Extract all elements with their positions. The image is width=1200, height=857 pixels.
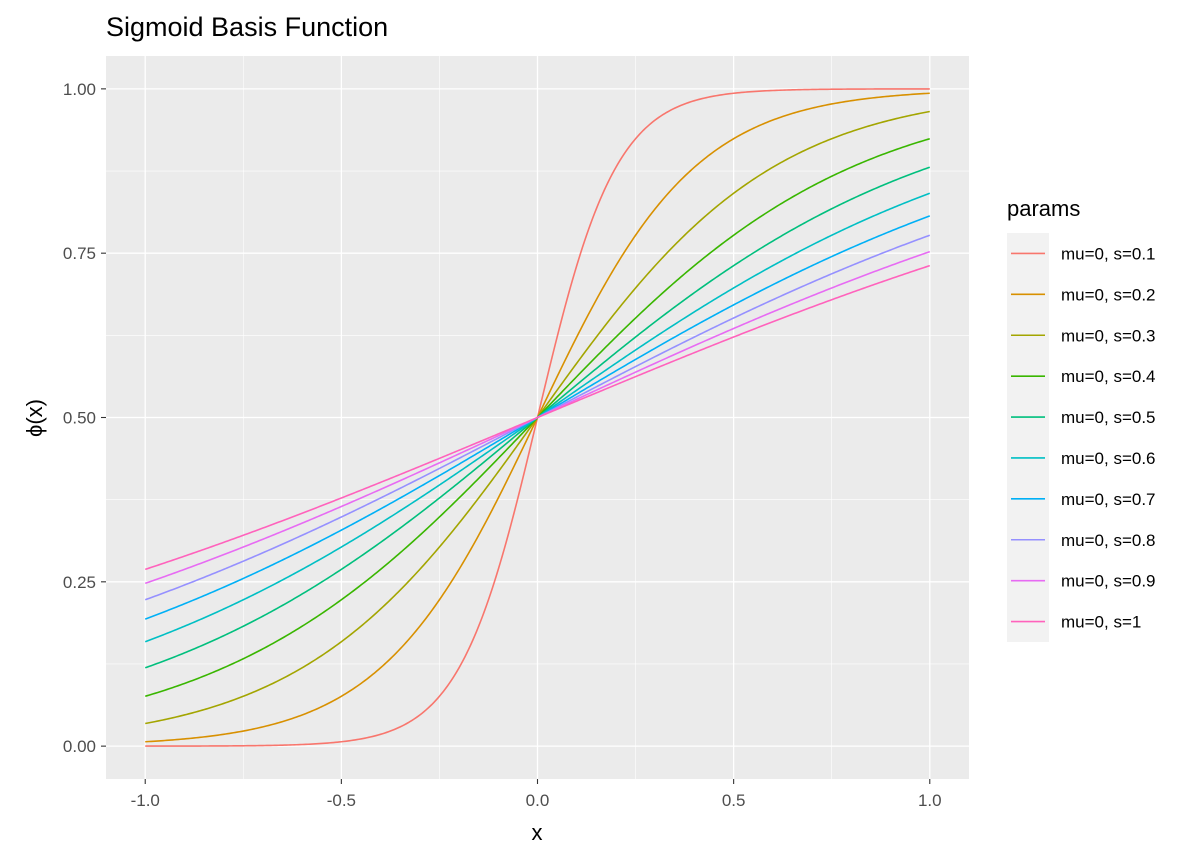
y-axis-title: ϕ(x) (22, 399, 47, 437)
legend-label: mu=0, s=0.4 (1061, 367, 1156, 386)
x-axis-ticks: -1.0 -0.5 0.0 0.5 1.0 (131, 779, 942, 810)
x-tick-label: 1.0 (918, 791, 942, 810)
y-tick-label: 0.25 (63, 573, 96, 592)
y-tick-label: 0.00 (63, 737, 96, 756)
chart-title: Sigmoid Basis Function (106, 12, 388, 42)
legend-label: mu=0, s=0.7 (1061, 490, 1156, 509)
legend-label: mu=0, s=1 (1061, 613, 1141, 632)
legend-label: mu=0, s=0.6 (1061, 449, 1156, 468)
legend-label: mu=0, s=0.8 (1061, 531, 1156, 550)
legend-label: mu=0, s=0.2 (1061, 285, 1156, 304)
legend-key-background (1007, 233, 1049, 642)
legend-title: params (1007, 196, 1080, 221)
y-tick-label: 0.50 (63, 409, 96, 428)
x-axis-title: x (532, 820, 543, 845)
series-lines (144, 88, 931, 747)
series-line-10 (144, 264, 931, 571)
x-tick-label: 0.0 (526, 791, 550, 810)
x-tick-label: 0.5 (722, 791, 746, 810)
legend: params mu=0, s=0.1 mu=0, s=0.2 mu=0, s=0.3… (1007, 196, 1156, 642)
y-tick-label: 1.00 (63, 80, 96, 99)
y-tick-label: 0.75 (63, 244, 96, 263)
legend-label: mu=0, s=0.3 (1061, 326, 1156, 345)
legend-label: mu=0, s=0.1 (1061, 244, 1156, 263)
y-axis-ticks: 0.00 0.25 0.50 0.75 1.00 (63, 80, 106, 756)
legend-label: mu=0, s=0.9 (1061, 572, 1156, 591)
x-tick-label: -0.5 (327, 791, 356, 810)
legend-label: mu=0, s=0.5 (1061, 408, 1156, 427)
x-tick-label: -1.0 (131, 791, 160, 810)
